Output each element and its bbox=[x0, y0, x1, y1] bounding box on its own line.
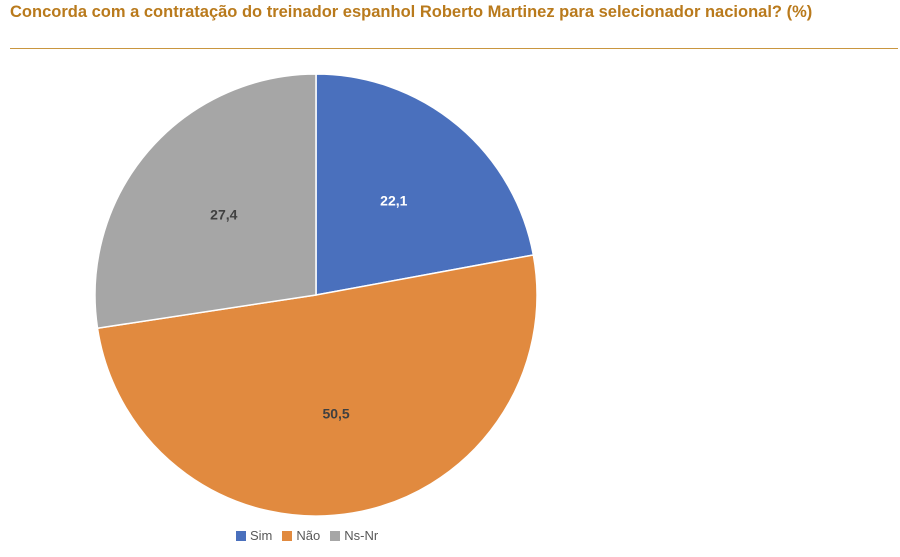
chart-legend: Sim Não Ns-Nr bbox=[236, 528, 388, 543]
chart-title: Concorda com a contratação do treinador … bbox=[10, 3, 813, 21]
data-label-ns-nr: 27,4 bbox=[210, 207, 237, 223]
legend-label-ns-nr: Ns-Nr bbox=[344, 528, 379, 543]
legend-swatch-sim bbox=[236, 530, 246, 541]
pie-slice-nao bbox=[96, 254, 538, 517]
legend-swatch-ns-nr bbox=[330, 530, 341, 541]
legend-swatch-nao bbox=[282, 530, 293, 541]
legend-label-nao: Não bbox=[296, 528, 321, 543]
legend-item-nao: Não bbox=[282, 528, 320, 543]
pie-slice-ns-nr bbox=[94, 73, 317, 330]
legend-item-sim: Sim bbox=[236, 528, 272, 543]
legend-label-sim: Sim bbox=[250, 528, 273, 543]
legend-item-ns-nr: Ns-Nr bbox=[330, 528, 378, 543]
title-divider bbox=[10, 48, 898, 49]
data-label-nao: 50,5 bbox=[322, 406, 349, 422]
pie-slice-sim bbox=[315, 73, 535, 296]
data-label-sim: 22,1 bbox=[380, 192, 407, 208]
